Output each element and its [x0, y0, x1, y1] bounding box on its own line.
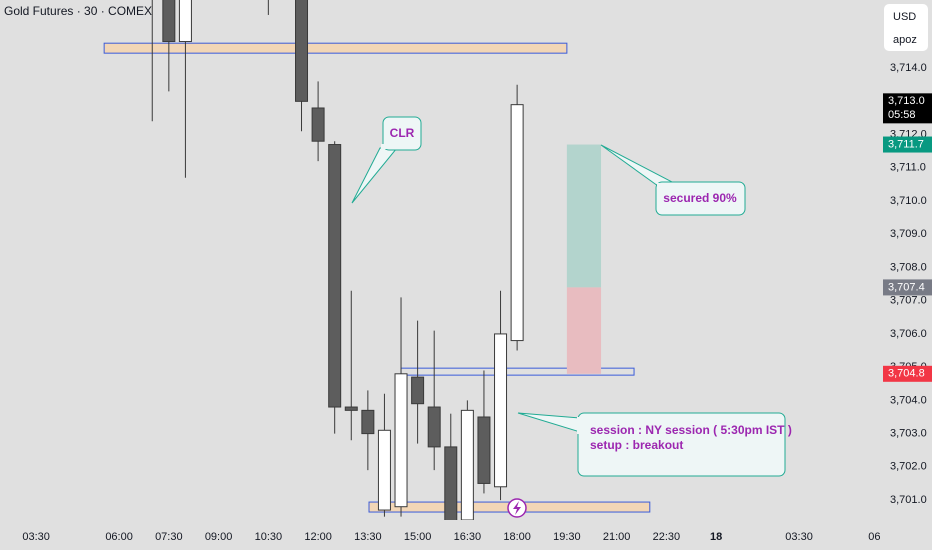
candle-body	[394, 373, 408, 508]
y-axis: 3,701.03,702.03,703.03,704.03,705.03,706…	[883, 62, 932, 506]
x-tick-label: 19:30	[553, 531, 581, 543]
candle-body	[477, 416, 491, 484]
callout-seam	[657, 183, 679, 189]
y-tick-label: 3,703.0	[890, 428, 927, 440]
event-bolt	[513, 501, 521, 515]
x-tick-label: 07:30	[155, 531, 183, 543]
callout-text: session : NY session ( 5:30pm IST )	[590, 423, 792, 437]
callout-text: CLR	[390, 126, 415, 140]
callout-text: secured 90%	[663, 191, 737, 205]
candle-body	[361, 409, 375, 435]
candle-body	[377, 429, 391, 511]
callout-text: setup : breakout	[590, 438, 683, 452]
x-tick-label: 06:00	[105, 531, 133, 543]
x-tick-label: 10:30	[255, 531, 283, 543]
x-tick-label: 03:30	[22, 531, 50, 543]
zone	[103, 42, 568, 54]
y-tick-label: 3,709.0	[890, 228, 927, 240]
y-tick-label: 3,710.0	[890, 195, 927, 207]
candle-body	[344, 406, 358, 411]
candle-body	[311, 107, 325, 142]
x-tick-label: 15:00	[404, 531, 432, 543]
account[interactable]: apoz	[893, 34, 917, 46]
x-tick-label: 18:00	[503, 531, 531, 543]
callout-secured: secured 90%	[600, 144, 746, 216]
callout-seam	[577, 417, 582, 434]
y-tick-label: 3,711.0	[890, 162, 926, 174]
y-tick-label: 3,702.0	[890, 461, 927, 473]
candle-body	[328, 144, 342, 408]
y-tick-label: 3,708.0	[890, 261, 927, 273]
callout-box	[655, 181, 746, 216]
profit-zone	[566, 144, 602, 288]
candle-body	[460, 409, 474, 520]
candle-body	[427, 406, 441, 448]
x-tick-label: 09:00	[205, 531, 233, 543]
event-icon	[507, 498, 527, 518]
candle-body	[295, 0, 309, 102]
price-badge	[883, 365, 932, 382]
x-tick-label: 18	[710, 531, 722, 543]
candle-body	[444, 446, 458, 520]
candle-body	[411, 376, 425, 405]
price-axis-panel	[880, 0, 932, 550]
candle-body	[178, 0, 192, 43]
price-badge	[883, 93, 932, 124]
y-tick-label: 3,704.0	[890, 394, 927, 406]
plot-area	[103, 0, 651, 520]
candle-body	[162, 0, 176, 43]
y-tick-label: 3,707.0	[890, 295, 927, 307]
countdown: 05:58	[888, 109, 916, 121]
callout-box	[577, 412, 786, 477]
currency-box[interactable]	[884, 4, 928, 51]
price-badge-label: 3,707.4	[888, 281, 925, 293]
price-badge-label: 3,711.7	[888, 138, 924, 150]
x-tick-label: 16:30	[454, 531, 482, 543]
price-badge-label: 3,704.8	[888, 368, 925, 380]
price-badge	[883, 279, 932, 296]
x-tick-label: 12:00	[304, 531, 332, 543]
symbol-title: Gold Futures · 30 · COMEX	[4, 4, 152, 18]
callout-session: session : NY session ( 5:30pm IST ) setu…	[517, 412, 792, 477]
candle-body	[494, 333, 508, 488]
x-tick-label: 21:00	[603, 531, 631, 543]
callout-seam	[381, 144, 399, 149]
x-tick-label: 13:30	[354, 531, 382, 543]
currency[interactable]: USD	[893, 11, 916, 23]
price-badge	[883, 136, 932, 153]
price-badge-label: 3,713.0	[888, 95, 925, 107]
y-tick-label: 3,701.0	[890, 494, 927, 506]
callout-clr: CLR	[351, 116, 422, 204]
candle-body	[510, 104, 524, 342]
y-tick-label: 3,714.0	[890, 62, 927, 74]
y-tick-label: 3,706.0	[890, 328, 927, 340]
callout-box	[382, 116, 422, 151]
x-tick-label: 22:30	[653, 531, 681, 543]
x-tick-label: 03:30	[785, 531, 813, 543]
loss-zone	[566, 287, 602, 374]
